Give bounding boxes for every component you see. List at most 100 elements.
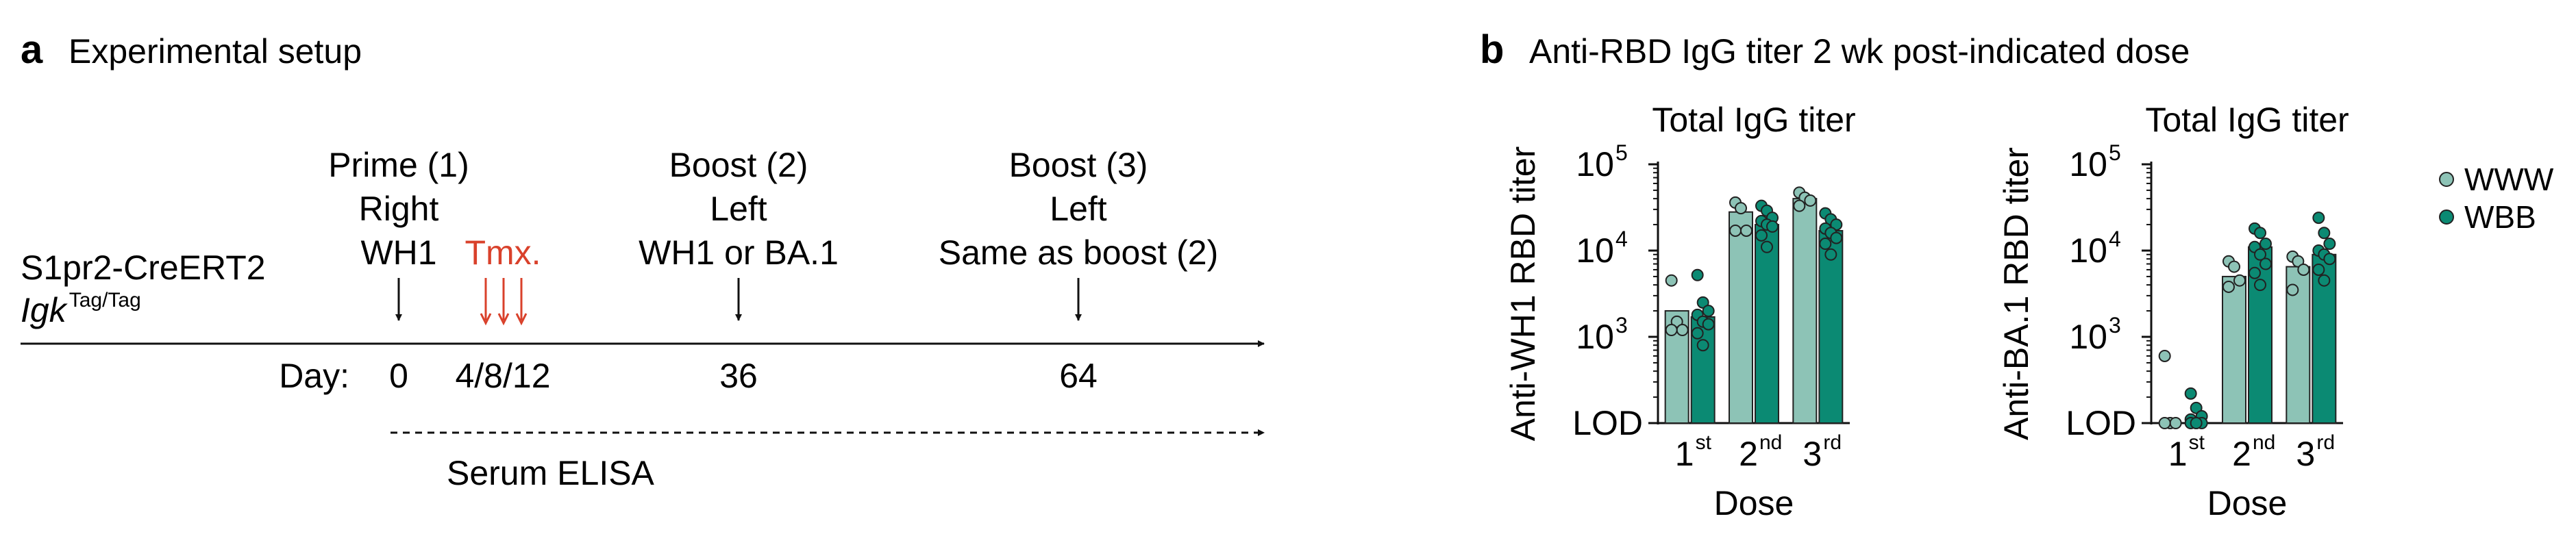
y-axis-label: Anti-BA.1 RBD titer bbox=[1997, 147, 2035, 440]
point-wbb bbox=[2318, 227, 2331, 240]
point-wbb bbox=[1830, 231, 1843, 244]
y-tick-exponent: 4 bbox=[1615, 227, 1628, 251]
panel-b-letter: b bbox=[1480, 27, 1504, 72]
point-wbb bbox=[1691, 268, 1704, 281]
point-www bbox=[2228, 260, 2240, 273]
tamoxifen: Tmx. 4/8/12 bbox=[455, 233, 550, 395]
x-tick-label: 2 bbox=[1739, 435, 1758, 473]
point-www bbox=[2233, 274, 2246, 287]
event-boost-2: Boost (2) Left WH1 or BA.1 36 bbox=[639, 146, 839, 395]
point-www bbox=[1665, 324, 1678, 337]
day-label: Day: bbox=[279, 357, 349, 395]
y-tick-label: 10 bbox=[2069, 145, 2107, 183]
point-wbb bbox=[1702, 305, 1715, 318]
point-wbb bbox=[1696, 296, 1709, 309]
strain-allele-sup: Tag/Tag bbox=[69, 289, 141, 311]
point-wbb bbox=[1755, 229, 1768, 242]
point-www bbox=[2222, 280, 2235, 293]
event-boost-3-day: 64 bbox=[1059, 357, 1098, 395]
point-www bbox=[2292, 255, 2305, 268]
point-wbb bbox=[1702, 318, 1715, 331]
y-tick-label: 10 bbox=[2069, 318, 2107, 356]
x-tick-label: 3 bbox=[2296, 435, 2315, 473]
point-www bbox=[2158, 349, 2171, 362]
point-wbb bbox=[1819, 238, 1832, 251]
x-tick-label: 3 bbox=[1803, 435, 1822, 473]
x-tick-superscript: nd bbox=[2253, 431, 2275, 454]
point-www bbox=[2286, 283, 2299, 296]
point-www bbox=[1729, 224, 1742, 237]
legend-www-marker bbox=[2439, 172, 2454, 187]
x-tick-label: 1 bbox=[1675, 435, 1694, 473]
point-www bbox=[1793, 199, 1806, 212]
bar-www bbox=[1729, 211, 1753, 424]
point-www bbox=[1670, 315, 1683, 328]
point-www bbox=[1740, 224, 1753, 237]
x-tick-superscript: st bbox=[1696, 431, 1712, 454]
point-wbb bbox=[1766, 220, 1779, 233]
legend-wbb-label: WBB bbox=[2464, 199, 2536, 235]
x-axis-label: Dose bbox=[2207, 484, 2288, 522]
y-tick-label: 10 bbox=[2069, 231, 2107, 270]
point-www bbox=[2169, 417, 2182, 429]
tmx-arrowhead-1 bbox=[480, 313, 492, 326]
point-www bbox=[1676, 324, 1689, 337]
tmx-arrowhead-3 bbox=[515, 313, 528, 326]
y-tick-exponent: 5 bbox=[2109, 140, 2121, 165]
point-www bbox=[1665, 274, 1678, 287]
point-wbb bbox=[2254, 227, 2266, 240]
point-wbb bbox=[2254, 279, 2266, 292]
y-tick-label: 10 bbox=[1576, 145, 1614, 183]
panel-b-title: Anti-RBD IgG titer 2 wk post-indicated d… bbox=[1529, 32, 2190, 71]
event-boost-3-line2: Left bbox=[1050, 190, 1107, 228]
event-boost-3: Boost (3) Left Same as boost (2) 64 bbox=[939, 146, 1219, 395]
event-prime-line2: Right bbox=[359, 190, 439, 228]
x-tick-superscript: rd bbox=[1823, 431, 1842, 454]
x-tick-superscript: rd bbox=[2316, 431, 2335, 454]
bar-www bbox=[2222, 275, 2246, 424]
bar-wbb bbox=[1755, 224, 1779, 424]
bar-wbb bbox=[1818, 229, 1844, 424]
panel-b: b Anti-RBD IgG titer 2 wk post-indicated… bbox=[1480, 27, 2190, 72]
y-tick-label: 10 bbox=[1576, 318, 1614, 356]
point-wbb bbox=[2312, 263, 2325, 276]
serum-elisa-label: Serum ELISA bbox=[447, 454, 655, 492]
event-boost-3-line3: Same as boost (2) bbox=[939, 233, 1219, 272]
point-wbb bbox=[2254, 248, 2266, 261]
event-prime: Prime (1) Right WH1 0 bbox=[328, 146, 469, 395]
strain-allele-gene: Igk bbox=[21, 291, 69, 329]
tmx-days: 4/8/12 bbox=[455, 357, 550, 395]
x-axis-label: Dose bbox=[1714, 484, 1794, 522]
point-wbb bbox=[2318, 274, 2331, 287]
point-wbb bbox=[2249, 266, 2261, 279]
point-www bbox=[2158, 417, 2171, 429]
tmx-label: Tmx. bbox=[465, 233, 541, 272]
y-tick-exponent: 5 bbox=[1615, 140, 1628, 165]
y-tick-label: LOD bbox=[2066, 404, 2136, 442]
chart-title: Total IgG titer bbox=[2145, 101, 2349, 139]
panel-a-letter: a bbox=[21, 27, 43, 72]
point-wbb bbox=[2259, 257, 2272, 270]
legend: WWW WBB bbox=[2439, 162, 2554, 235]
chart-title: Total IgG titer bbox=[1652, 101, 1855, 139]
y-tick-exponent: 3 bbox=[2109, 313, 2121, 338]
point-www bbox=[2297, 263, 2310, 276]
point-www bbox=[1804, 194, 1817, 207]
x-tick-label: 2 bbox=[2232, 435, 2251, 473]
point-wbb bbox=[2259, 238, 2272, 251]
event-boost-3-line1: Boost (3) bbox=[1009, 146, 1148, 184]
y-tick-exponent: 4 bbox=[2109, 227, 2121, 251]
bar-www bbox=[1792, 198, 1818, 424]
event-prime-line3: WH1 bbox=[360, 233, 436, 272]
x-tick-superscript: st bbox=[2189, 431, 2205, 454]
strain-name: S1pr2-CreERT2 bbox=[21, 249, 266, 287]
point-wbb bbox=[1761, 240, 1773, 253]
point-wbb bbox=[1696, 339, 1709, 352]
y-tick-label: 10 bbox=[1576, 231, 1614, 270]
event-prime-line1: Prime (1) bbox=[328, 146, 469, 184]
event-boost-2-line3: WH1 or BA.1 bbox=[639, 233, 839, 272]
point-wbb bbox=[1830, 218, 1843, 231]
y-axis-label: Anti-WH1 RBD titer bbox=[1504, 147, 1542, 442]
